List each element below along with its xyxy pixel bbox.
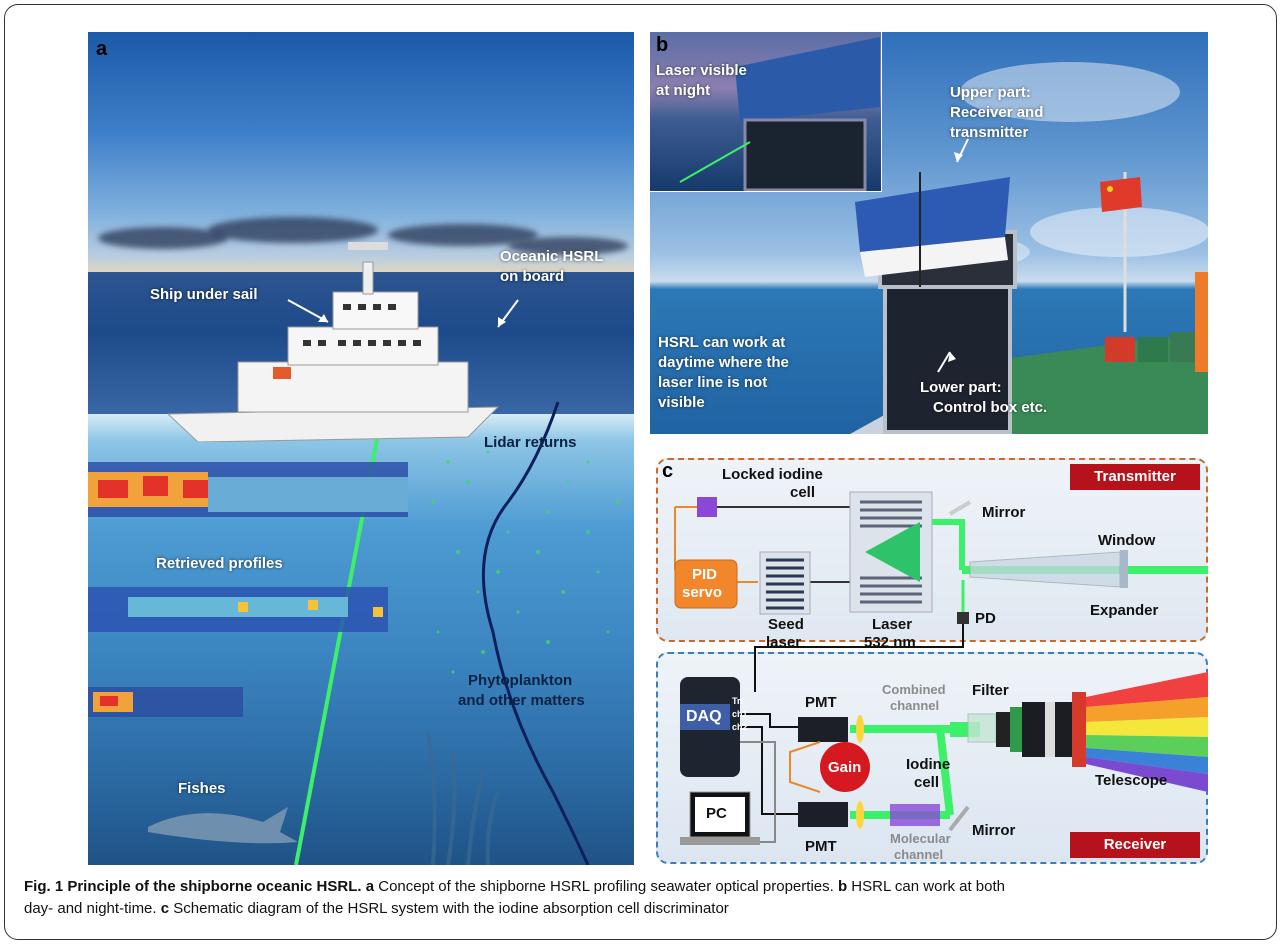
cloud xyxy=(508,237,628,255)
label-trig: Tri xyxy=(732,696,744,706)
seaweed xyxy=(426,731,500,865)
shark-icon xyxy=(148,807,298,844)
label-iodine-1: Iodine xyxy=(906,756,951,773)
label-retrieved-profiles: Retrieved profiles xyxy=(156,555,283,572)
label-laser-visible-2: at night xyxy=(656,82,711,99)
label-lower-part-1: Lower part: xyxy=(920,379,1002,396)
label-phytoplankton-1: Phytoplankton xyxy=(468,672,573,689)
label-pmt-top: PMT xyxy=(805,694,837,711)
caption-title: Fig. 1 Principle of the shipborne oceani… xyxy=(24,878,362,895)
label-combined-1: Combined xyxy=(882,682,946,697)
transmitter-tag: Transmitter xyxy=(1070,464,1200,490)
underwater-scene xyxy=(88,299,620,865)
label-ch1: ch1 xyxy=(732,709,748,719)
label-telescope: Telescope xyxy=(1095,772,1168,789)
caption-b-letter: b xyxy=(837,878,848,895)
label-gain: Gain xyxy=(828,759,862,776)
label-mirror-bottom: Mirror xyxy=(972,822,1016,839)
label-laser-visible-1: Laser visible xyxy=(656,62,747,79)
label-oceanic-hsrl-1: Oceanic HSRL xyxy=(500,248,604,265)
label-upper-part-3: transmitter xyxy=(950,124,1029,141)
label-ship-under-sail: Ship under sail xyxy=(150,286,258,303)
cloud xyxy=(388,224,538,246)
label-iodine-2: cell xyxy=(914,774,940,791)
panel-b-photo: Laser visible at night b Upper part: Rec… xyxy=(650,32,1208,434)
label-laser-2: 532 nm xyxy=(864,634,916,651)
panel-letter-c: c xyxy=(662,460,674,482)
label-daytime-4: visible xyxy=(658,394,705,411)
caption-line2-text: day- and night-time. xyxy=(24,900,157,917)
night-inset-photo: Laser visible at night xyxy=(650,32,882,192)
label-daytime-1: HSRL can work at xyxy=(658,334,786,351)
panel-letter-a: a xyxy=(96,38,108,60)
panel-c-schematic: c Transmitter Receiver Locked iodine cel… xyxy=(650,452,1208,866)
label-pid-2: servo xyxy=(682,584,723,601)
caption-a-text: Concept of the shipborne HSRL profiling … xyxy=(378,878,834,895)
cloud xyxy=(98,227,228,249)
label-daq: DAQ xyxy=(686,708,722,725)
cloud xyxy=(208,217,378,243)
receiver-tag: Receiver xyxy=(1070,832,1200,858)
ship-icon xyxy=(168,242,500,442)
label-fishes: Fishes xyxy=(178,780,226,797)
label-seed-2: laser xyxy=(766,634,802,651)
label-upper-part-1: Upper part: xyxy=(950,84,1031,101)
caption-a-letter: a xyxy=(365,878,375,895)
label-locked-iodine-2: cell xyxy=(790,484,816,501)
retrieved-profile-heatmap-2 xyxy=(88,587,388,632)
label-daytime-3: laser line is not xyxy=(658,374,768,391)
pid-servo-box xyxy=(674,559,738,609)
label-lidar-returns: Lidar returns xyxy=(484,434,577,451)
label-expander: Expander xyxy=(1090,602,1159,619)
panel-letter-b: b xyxy=(656,34,669,56)
label-pd: PD xyxy=(975,610,996,627)
phytoplankton-dots xyxy=(431,450,620,674)
label-molecular-2: channel xyxy=(894,847,944,862)
ship-deck-scene xyxy=(850,62,1208,434)
caption-line-2: day- and night-time. c Schematic diagram… xyxy=(24,898,1260,920)
label-window: Window xyxy=(1098,532,1156,549)
label-combined-2: channel xyxy=(890,698,940,713)
label-pmt-bottom: PMT xyxy=(805,838,837,855)
retrieved-profile-heatmap-3 xyxy=(88,687,243,717)
label-locked-iodine-1: Locked iodine xyxy=(722,466,823,483)
caption-c-letter: c xyxy=(160,900,170,917)
label-upper-part-2: Receiver and xyxy=(950,104,1044,121)
retrieved-profile-heatmap-1 xyxy=(88,462,408,517)
night-lidar-scene xyxy=(679,37,880,191)
arrow-head xyxy=(318,314,328,322)
label-ch2: ch2 xyxy=(732,722,748,732)
label-seed-1: Seed xyxy=(768,616,804,633)
figure-caption: Fig. 1 Principle of the shipborne oceani… xyxy=(24,876,1260,920)
arrow-head xyxy=(498,317,506,327)
label-daytime-2: daytime where the xyxy=(658,354,789,371)
label-mirror-top: Mirror xyxy=(982,504,1026,521)
label-filter: Filter xyxy=(972,682,1009,699)
caption-b-text: HSRL can work at both xyxy=(851,878,1005,895)
figure-frame xyxy=(4,4,1277,940)
label-phytoplankton-2: and other matters xyxy=(458,692,585,709)
label-pid-1: PID xyxy=(692,566,718,583)
label-pc: PC xyxy=(706,805,727,822)
schematic-diagram xyxy=(674,491,1208,845)
label-molecular-1: Molecular xyxy=(890,831,951,846)
label-oceanic-hsrl-2: on board xyxy=(500,268,565,285)
panel-a-illustration: a Ship under sail Oceanic HSRL on board … xyxy=(88,32,634,865)
caption-c-text: Schematic diagram of the HSRL system wit… xyxy=(173,900,729,917)
caption-line-1: Fig. 1 Principle of the shipborne oceani… xyxy=(24,876,1260,898)
lidar-return-curve xyxy=(481,401,590,865)
label-laser-1: Laser xyxy=(872,616,913,633)
label-lower-part-2: Control box etc. xyxy=(933,399,1048,416)
